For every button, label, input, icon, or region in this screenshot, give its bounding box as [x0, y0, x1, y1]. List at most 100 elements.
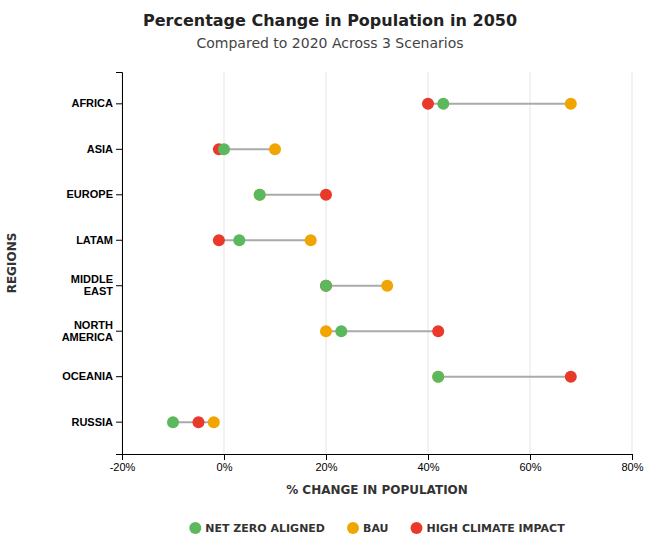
dot: [320, 280, 332, 292]
tick-label-line: ASIA: [87, 143, 113, 155]
dot: [167, 416, 179, 428]
legend-label: BAU: [363, 522, 389, 535]
range-line: [219, 239, 311, 241]
tick-mark: [116, 376, 122, 377]
subtitle: Compared to 2020 Across 3 Scenarios: [196, 35, 463, 51]
tick: 40%: [417, 454, 439, 473]
tick-mark: [224, 454, 225, 460]
tick-label: RUSSIA: [71, 416, 113, 428]
dot: [565, 98, 577, 110]
tick-mark: [116, 240, 122, 241]
grid-line: [326, 72, 327, 454]
tick-mark: [116, 194, 122, 195]
axis-domain: [116, 73, 123, 455]
tick-label: EUROPE: [67, 188, 113, 200]
series: [208, 98, 577, 428]
tick-label-line: NORTH: [74, 319, 113, 331]
legend-item: NET ZERO ALIGNED: [189, 522, 325, 535]
series: [167, 98, 449, 428]
tick-mark: [116, 149, 122, 150]
tick: 80%: [621, 454, 643, 473]
tick-mark: [116, 103, 122, 104]
dot: [432, 371, 444, 383]
dot: [432, 371, 444, 383]
x-axis: -20%0%20%40%60%80%: [110, 454, 644, 473]
y-axis-title: REGIONS: [5, 233, 19, 294]
tick-label: 0%: [217, 461, 233, 473]
marks: [167, 98, 577, 428]
tick-label-line: AMERICA: [62, 331, 113, 343]
range-line: [260, 194, 326, 196]
tick-label: MIDDLEEAST: [71, 273, 113, 297]
tick-label: AFRICA: [71, 97, 113, 109]
dot: [335, 325, 347, 337]
legend-item: HIGH CLIMATE IMPACT: [411, 522, 566, 535]
tick: LATAM: [76, 234, 122, 246]
dot: [218, 143, 230, 155]
dot: [437, 98, 449, 110]
dot: [193, 416, 205, 428]
tick-label: LATAM: [76, 234, 113, 246]
tick-label: 40%: [417, 461, 439, 473]
tick: ASIA: [87, 143, 122, 155]
tick: RUSSIA: [71, 416, 122, 428]
dot: [320, 189, 332, 201]
tick: 20%: [315, 454, 337, 473]
tick-label-line: AFRICA: [71, 97, 113, 109]
tick-label-line: RUSSIA: [71, 416, 113, 428]
tick: NORTHAMERICA: [62, 319, 122, 343]
tick: 0%: [217, 454, 233, 473]
tick-label-line: EUROPE: [67, 188, 113, 200]
legend-swatch: [347, 522, 359, 534]
dot: [254, 189, 266, 201]
legend-swatch: [411, 522, 423, 534]
grid-line: [530, 72, 531, 454]
tick: AFRICA: [71, 97, 122, 109]
dot: [565, 371, 577, 383]
grid: [122, 72, 632, 454]
dot: [381, 280, 393, 292]
tick-mark: [116, 422, 122, 423]
title: Percentage Change in Population in 2050: [143, 11, 517, 30]
tick-label: 60%: [519, 461, 541, 473]
tick-mark: [326, 454, 327, 460]
legend-swatch: [189, 522, 201, 534]
tick: EUROPE: [67, 188, 122, 200]
tick-mark: [116, 285, 122, 286]
range-line: [326, 285, 387, 287]
dot: [254, 189, 266, 201]
axis-domain: [123, 455, 633, 461]
legend: NET ZERO ALIGNED BAU HIGH CLIMATE IMPACT: [189, 522, 565, 535]
legend-label: HIGH CLIMATE IMPACT: [427, 522, 566, 535]
y-axis: AFRICA ASIA EUROPE LATAM MIDDLEEAST NORTHAMER…: [62, 73, 123, 455]
tick-label-line: LATAM: [76, 234, 113, 246]
plot: -20%0%20%40%60%80%AFRICAASIAEUROPELATAMM…: [62, 72, 644, 473]
dot: [269, 143, 281, 155]
tick: MIDDLEEAST: [71, 273, 122, 297]
range-line: [438, 376, 571, 378]
dot: [233, 234, 245, 246]
legend-item: BAU: [347, 522, 389, 535]
grid-line: [224, 72, 225, 454]
tick-label-line: EAST: [84, 285, 114, 297]
x-axis-title: % CHANGE IN POPULATION: [286, 483, 468, 497]
legend-label: NET ZERO ALIGNED: [205, 522, 325, 535]
dot: [320, 280, 332, 292]
dot: [213, 234, 225, 246]
tick-mark: [428, 454, 429, 460]
tick: 60%: [519, 454, 541, 473]
range-line: [428, 103, 571, 105]
grid-line: [632, 72, 633, 454]
chart: Percentage Change in Population in 2050 C…: [0, 0, 660, 558]
dot: [432, 325, 444, 337]
tick-label-line: MIDDLE: [71, 273, 113, 285]
tick: OCEANIA: [62, 370, 122, 382]
tick-label: OCEANIA: [62, 370, 113, 382]
grid-line: [428, 72, 429, 454]
dot: [320, 325, 332, 337]
tick-label: ASIA: [87, 143, 113, 155]
tick-mark: [116, 331, 122, 332]
tick-label: 80%: [621, 461, 643, 473]
tick-label-line: OCEANIA: [62, 370, 113, 382]
tick-label: NORTHAMERICA: [62, 319, 113, 343]
